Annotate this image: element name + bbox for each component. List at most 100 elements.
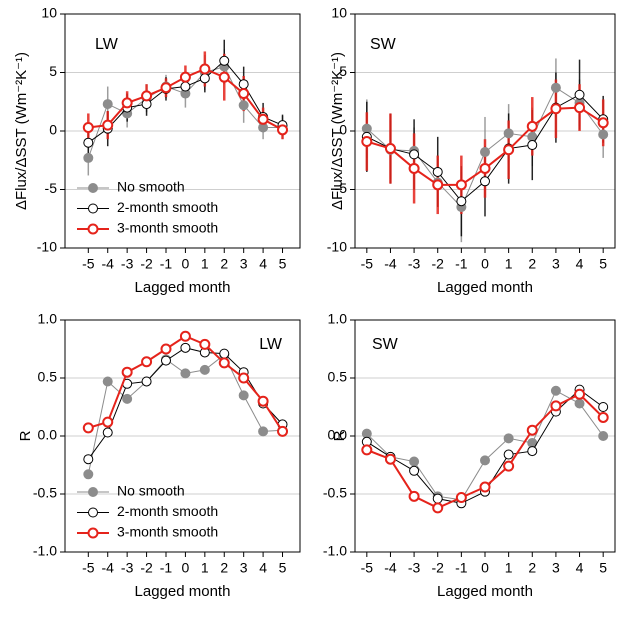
- y-tick-label: 10: [41, 5, 57, 21]
- legend-label: 2-month smooth: [117, 199, 218, 215]
- data-point: [598, 431, 609, 441]
- data-point: [160, 343, 172, 355]
- x-tick-label: -3: [408, 256, 421, 272]
- data-point: [179, 330, 191, 342]
- x-tick-label: -2: [432, 256, 445, 272]
- panel-label: SW: [372, 336, 399, 353]
- x-tick-label: 3: [240, 560, 248, 576]
- x-tick-label: 0: [182, 256, 190, 272]
- data-point: [257, 113, 269, 125]
- x-tick-label: -1: [455, 256, 468, 272]
- y-tick-label: -1.0: [33, 543, 57, 559]
- data-point: [432, 166, 443, 177]
- y-tick-label: -0.5: [323, 485, 347, 501]
- x-tick-label: -4: [102, 256, 115, 272]
- data-point: [550, 400, 562, 412]
- data-point: [83, 152, 94, 163]
- x-tick-label: -4: [384, 256, 397, 272]
- y-tick-label: 0: [49, 122, 57, 138]
- y-tick-label: 1.0: [328, 311, 348, 327]
- data-point: [102, 99, 113, 110]
- legend-marker: [88, 507, 98, 518]
- data-point: [574, 388, 586, 400]
- x-tick-label: 1: [505, 256, 513, 272]
- x-tick-label: -4: [384, 560, 397, 576]
- series-line: [87, 347, 283, 460]
- panel: -1.0 -0.5 0.0 0.5 1.0 -5 -4 -3 -2 -1 0 1 2 3 4 5 Lagged …: [17, 311, 301, 600]
- x-tick-label: 2: [528, 256, 536, 272]
- data-point: [361, 136, 373, 148]
- x-tick-label: 4: [259, 560, 267, 576]
- data-point: [180, 81, 191, 92]
- data-point: [102, 376, 113, 387]
- x-tick-label: 3: [552, 256, 560, 272]
- x-tick-label: 5: [599, 560, 607, 576]
- data-point: [432, 493, 443, 504]
- y-tick-label: 0.0: [38, 427, 58, 443]
- data-point: [141, 90, 153, 102]
- data-point: [455, 491, 467, 503]
- x-tick-label: 0: [182, 560, 190, 576]
- y-tick-label: 0.5: [328, 369, 348, 385]
- data-point: [480, 455, 490, 466]
- y-tick-label: 1.0: [38, 311, 58, 327]
- data-point: [455, 179, 467, 191]
- data-point: [218, 71, 230, 83]
- data-point: [238, 390, 249, 401]
- x-axis-label: Lagged month: [437, 583, 533, 600]
- data-point: [409, 465, 420, 476]
- data-point: [597, 117, 609, 129]
- data-point: [574, 89, 585, 100]
- data-point: [238, 88, 250, 100]
- y-tick-label: 5: [339, 63, 347, 79]
- x-axis-label: Lagged month: [135, 583, 231, 600]
- data-point: [238, 79, 249, 90]
- data-point: [179, 71, 191, 83]
- data-point: [199, 364, 210, 375]
- x-tick-label: 2: [220, 560, 228, 576]
- panel-label: LW: [259, 336, 283, 353]
- data-point: [361, 444, 373, 456]
- y-tick-label: 0: [339, 122, 347, 138]
- x-tick-label: -1: [455, 560, 468, 576]
- y-tick-label: -0.5: [33, 485, 57, 501]
- data-point: [480, 147, 490, 158]
- data-point: [408, 162, 420, 174]
- x-tick-label: -5: [361, 256, 374, 272]
- data-point: [141, 376, 152, 387]
- y-tick-label: -10: [37, 239, 57, 255]
- y-tick-label: 5: [49, 63, 57, 79]
- x-tick-label: -5: [82, 560, 95, 576]
- x-axis-label: Lagged month: [437, 279, 533, 296]
- data-point: [219, 348, 230, 359]
- legend-label: 3-month smooth: [117, 524, 218, 540]
- data-point: [456, 196, 467, 207]
- data-point: [503, 433, 514, 444]
- y-tick-label: 0.5: [38, 369, 58, 385]
- y-axis-label: R: [331, 430, 348, 441]
- data-point: [180, 368, 191, 379]
- y-axis-label: R: [17, 430, 34, 441]
- data-point: [160, 82, 172, 94]
- plot-frame: [64, 319, 301, 553]
- data-point: [361, 123, 372, 134]
- panel-label: LW: [95, 36, 119, 53]
- y-axis-label: ΔFlux/ΔSST (Wm⁻²K⁻¹): [329, 52, 346, 210]
- x-tick-label: -5: [82, 256, 95, 272]
- x-tick-label: -5: [361, 560, 374, 576]
- data-point: [238, 100, 249, 111]
- x-tick-label: 0: [481, 560, 489, 576]
- legend-marker: [87, 223, 99, 235]
- data-point: [503, 144, 515, 156]
- data-point: [526, 424, 538, 436]
- x-tick-label: -1: [160, 256, 173, 272]
- data-point: [121, 366, 133, 378]
- x-tick-label: 4: [259, 256, 267, 272]
- y-axis-label: ΔFlux/ΔSST (Wm⁻²K⁻¹): [13, 52, 30, 210]
- data-point: [102, 119, 114, 131]
- data-point: [503, 460, 515, 472]
- legend-label: 2-month smooth: [117, 503, 218, 519]
